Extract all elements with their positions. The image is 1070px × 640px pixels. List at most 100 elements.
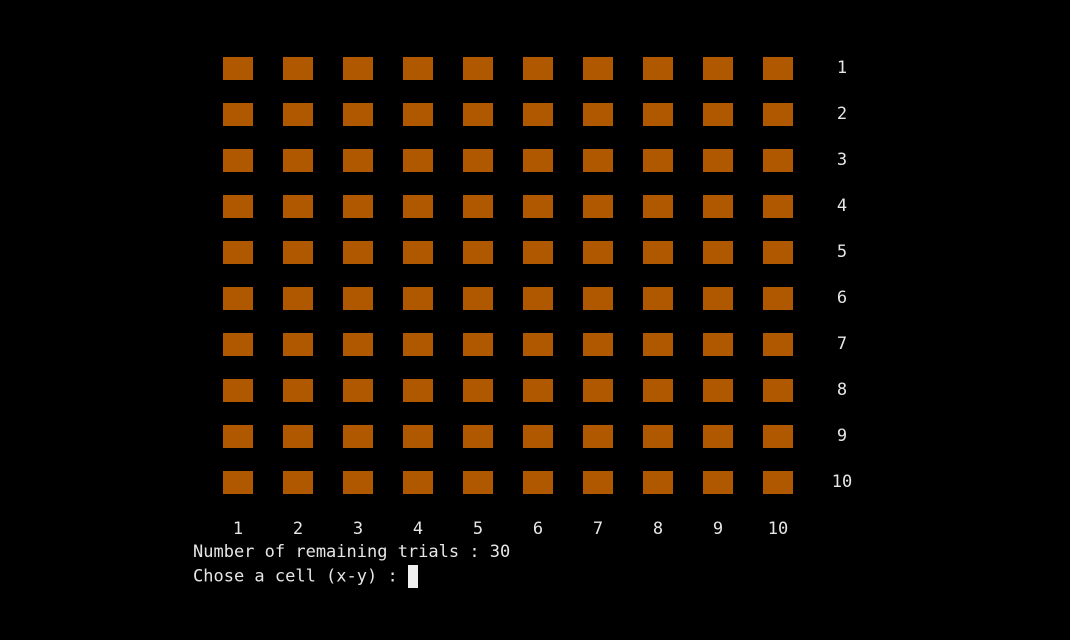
cell (583, 333, 613, 356)
cell (463, 57, 493, 80)
cell (583, 195, 613, 218)
cell (223, 379, 253, 402)
cell (403, 333, 433, 356)
cell (343, 195, 373, 218)
cell (583, 287, 613, 310)
cell (343, 287, 373, 310)
column-label: 4 (412, 519, 424, 539)
prompt-line: Chose a cell (x-y) : (193, 565, 418, 588)
cell (523, 379, 553, 402)
cell (283, 103, 313, 126)
cell (763, 103, 793, 126)
cell (403, 103, 433, 126)
row-label: 10 (831, 472, 853, 492)
cell (643, 379, 673, 402)
cell (703, 333, 733, 356)
cell (463, 471, 493, 494)
row-label: 5 (836, 242, 848, 262)
row-label: 2 (836, 104, 848, 124)
cursor[interactable] (407, 565, 418, 588)
column-label: 10 (767, 519, 789, 539)
cell (763, 471, 793, 494)
cell (703, 471, 733, 494)
cell (763, 333, 793, 356)
cell (403, 287, 433, 310)
cell (703, 425, 733, 448)
cell (523, 333, 553, 356)
cell (583, 425, 613, 448)
cell (403, 425, 433, 448)
cell (223, 425, 253, 448)
cell (403, 149, 433, 172)
cell (703, 379, 733, 402)
cell (523, 149, 553, 172)
row-label: 9 (836, 426, 848, 446)
cell (463, 379, 493, 402)
status-text: Number of remaining trials : 30 (193, 542, 511, 562)
cell (403, 195, 433, 218)
column-label: 1 (232, 519, 244, 539)
cell (283, 287, 313, 310)
cell (403, 471, 433, 494)
cell (463, 333, 493, 356)
cell (763, 241, 793, 264)
cell (703, 149, 733, 172)
cell (763, 379, 793, 402)
cell (643, 57, 673, 80)
cell (223, 195, 253, 218)
cell (283, 149, 313, 172)
cell (643, 287, 673, 310)
cell (523, 471, 553, 494)
cell (523, 103, 553, 126)
row-label: 4 (836, 196, 848, 216)
cell (283, 333, 313, 356)
cell (223, 149, 253, 172)
cell (703, 241, 733, 264)
cell (283, 241, 313, 264)
cell (343, 103, 373, 126)
cell (463, 425, 493, 448)
cell (703, 195, 733, 218)
cell (343, 425, 373, 448)
cell (763, 149, 793, 172)
cell (643, 333, 673, 356)
row-label: 3 (836, 150, 848, 170)
cell (763, 287, 793, 310)
cell (223, 471, 253, 494)
cell (643, 195, 673, 218)
column-label: 3 (352, 519, 364, 539)
cell (703, 57, 733, 80)
cell (223, 287, 253, 310)
cell (283, 57, 313, 80)
cell (463, 287, 493, 310)
cell (643, 103, 673, 126)
cell (463, 195, 493, 218)
cell (583, 379, 613, 402)
cell (643, 471, 673, 494)
cell (463, 241, 493, 264)
cell (583, 57, 613, 80)
cell (703, 287, 733, 310)
cell (523, 241, 553, 264)
cell (283, 195, 313, 218)
prompt-text: Chose a cell (x-y) : (193, 566, 398, 587)
row-label: 8 (836, 380, 848, 400)
cell (223, 333, 253, 356)
row-label: 7 (836, 334, 848, 354)
cell (283, 379, 313, 402)
row-label: 1 (836, 58, 848, 78)
cell (523, 287, 553, 310)
cell (223, 103, 253, 126)
cell (283, 425, 313, 448)
cell (403, 57, 433, 80)
cell (343, 379, 373, 402)
cell (583, 149, 613, 172)
column-label: 7 (592, 519, 604, 539)
cell (523, 195, 553, 218)
cell (463, 103, 493, 126)
cell (583, 241, 613, 264)
cell (583, 103, 613, 126)
column-label: 6 (532, 519, 544, 539)
column-label: 8 (652, 519, 664, 539)
